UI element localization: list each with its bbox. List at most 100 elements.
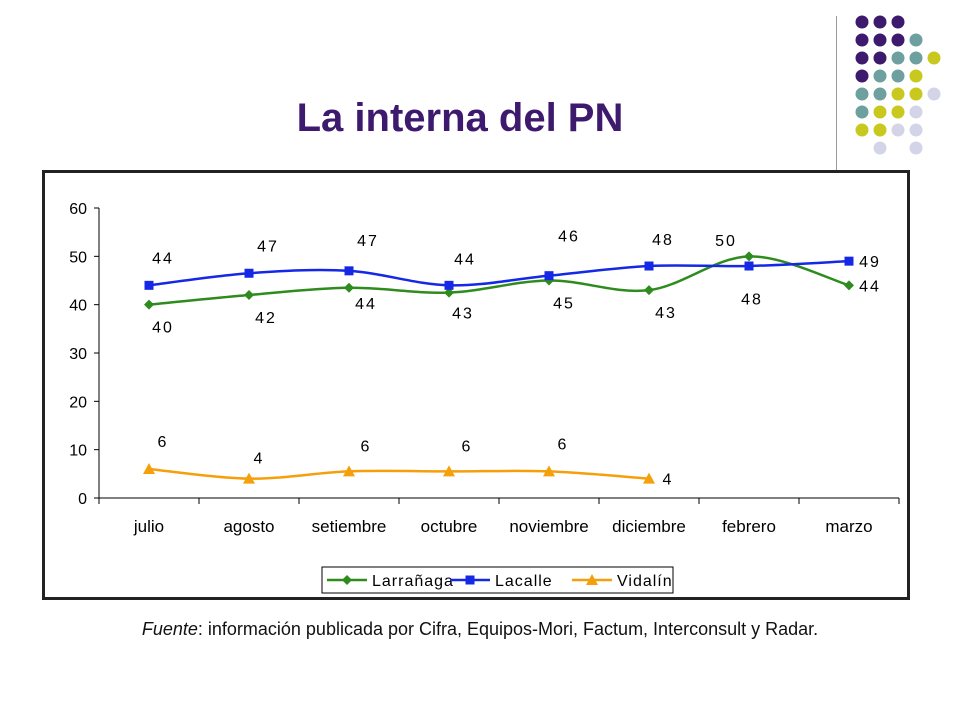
y-tick-label: 40: [69, 298, 87, 315]
decorative-divider: [836, 16, 837, 176]
x-tick-label: setiembre: [312, 517, 387, 536]
series-line: [148, 259, 850, 287]
decorative-dot: [891, 51, 905, 65]
data-label: 47: [257, 238, 279, 255]
decorative-dot: [873, 15, 887, 29]
data-label: 46: [558, 229, 580, 246]
decorative-dot: [891, 33, 905, 47]
x-tick-label: diciembre: [612, 517, 686, 536]
data-label: 44: [454, 251, 476, 268]
data-label: 4: [254, 451, 265, 468]
decorative-dot: [855, 69, 869, 83]
series-lacalle: 44 47 47 44 46 48 50 49: [144, 229, 881, 290]
series-vidalín: 6 4 6 6 6 4: [143, 434, 674, 489]
data-label: 44: [355, 296, 377, 313]
legend: Larrañaga Lacalle Vidalín: [321, 566, 674, 594]
data-label: 6: [361, 438, 372, 455]
data-label: 45: [553, 296, 575, 313]
data-point: [744, 261, 754, 271]
decorative-dot: [855, 15, 869, 29]
data-point: [443, 465, 455, 477]
data-point: [444, 280, 454, 290]
data-point: [244, 290, 254, 300]
legend-marker: [586, 574, 598, 585]
data-label: 40: [152, 320, 174, 337]
data-label: 48: [652, 232, 674, 249]
decorative-dot: [873, 33, 887, 47]
data-label: 6: [558, 436, 569, 453]
data-point: [343, 465, 355, 477]
x-tick-label: marzo: [825, 517, 872, 536]
data-point: [844, 256, 854, 266]
data-point: [244, 268, 254, 278]
data-label: 6: [462, 438, 473, 455]
data-point: [143, 463, 155, 474]
decorative-dot: [891, 123, 905, 137]
data-point: [644, 285, 654, 296]
source-text: : información publicada por Cifra, Equip…: [197, 619, 819, 639]
decorative-dot: [909, 141, 923, 155]
data-label: 47: [357, 233, 379, 250]
x-tick-label: octubre: [421, 517, 478, 536]
legend-label: Larrañaga: [372, 573, 454, 590]
data-label: 43: [452, 306, 474, 323]
decorative-dot: [873, 69, 887, 83]
series-line: [148, 255, 850, 306]
chart-frame: 0 10 20 30 40 50 60 julio agosto setiembre octubre…: [42, 170, 910, 600]
data-point: [844, 280, 854, 291]
data-label: 50: [715, 233, 737, 250]
decorative-dot: [909, 105, 923, 119]
decorative-dot: [873, 51, 887, 65]
y-tick-label: 10: [69, 443, 87, 460]
line-chart: 0 10 20 30 40 50 60 julio agosto setiembre octubre…: [69, 201, 900, 594]
x-tick-label: agosto: [223, 517, 274, 536]
decorative-dot-grid: [855, 15, 941, 155]
data-label: 43: [655, 305, 677, 322]
decorative-dot: [873, 141, 887, 155]
series-larrañaga: 40 42 44 43 45 43 48 44: [144, 251, 879, 337]
x-tick-label: febrero: [722, 517, 776, 536]
data-label: 42: [255, 310, 277, 327]
decorative-dot: [873, 87, 887, 101]
source-label: Fuente: [141, 619, 198, 639]
data-point: [543, 465, 555, 477]
decorative-dot: [873, 123, 887, 137]
decorative-dot: [927, 51, 941, 65]
decorative-dot: [927, 87, 941, 101]
decorative-dot: [909, 69, 923, 83]
decorative-dot: [891, 87, 905, 101]
decorative-dot: [909, 51, 923, 65]
y-tick-label: 30: [69, 346, 87, 363]
data-label: 49: [859, 254, 881, 271]
decorative-dot: [855, 87, 869, 101]
decorative-dot: [891, 69, 905, 83]
data-point: [643, 472, 655, 484]
source-note: Fuente: información publicada por Cifra,…: [0, 619, 960, 640]
data-label: 6: [158, 434, 169, 451]
legend-marker: [342, 575, 352, 585]
data-point: [144, 280, 154, 290]
data-point: [544, 271, 554, 281]
legend-box: [321, 566, 674, 594]
slide-title: La interna del PN: [296, 96, 624, 140]
data-point: [344, 266, 354, 276]
data-point: [243, 472, 255, 484]
legend-label: Vidalín: [617, 573, 673, 590]
decorative-dot: [891, 15, 905, 29]
data-label: 48: [741, 291, 763, 308]
data-point: [444, 287, 454, 298]
decorative-dot: [909, 33, 923, 47]
y-tick-label: 0: [78, 491, 87, 508]
y-tick-label: 20: [69, 394, 87, 411]
x-tick-label: noviembre: [509, 517, 588, 536]
series-line: [148, 467, 650, 480]
decorative-dot: [855, 51, 869, 65]
legend-label: Lacalle: [495, 573, 553, 590]
y-tick-label: 60: [69, 201, 87, 218]
data-point: [744, 251, 754, 262]
decorative-dot: [873, 105, 887, 119]
data-point: [344, 282, 354, 293]
data-label: 4: [663, 472, 674, 489]
y-tick-label: 50: [69, 249, 87, 266]
legend-marker: [465, 575, 475, 585]
